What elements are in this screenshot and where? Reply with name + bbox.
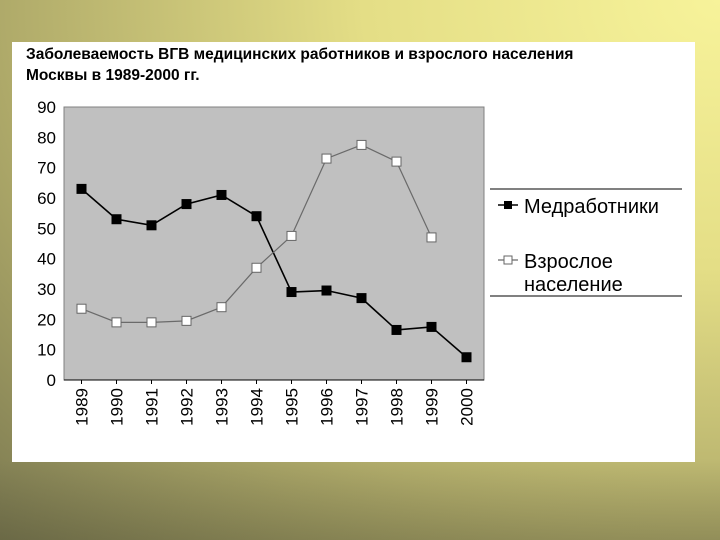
y-tick-label: 0 — [47, 371, 56, 390]
data-point-medworkers — [321, 285, 332, 296]
y-tick-label: 20 — [37, 310, 56, 329]
y-tick-label: 90 — [37, 98, 56, 117]
chart-card: Заболеваемость ВГВ медицинских работнико… — [12, 42, 695, 462]
y-tick-label: 60 — [37, 189, 56, 208]
data-point-adult-population — [391, 156, 402, 167]
data-point-medworkers — [181, 199, 192, 210]
data-point-adult-population — [216, 302, 227, 313]
legend-label-adult-population-line1: Взрослое — [524, 251, 613, 273]
data-point-adult-population — [251, 262, 262, 273]
x-tick-label: 1994 — [248, 388, 267, 426]
x-tick-label: 1990 — [108, 388, 127, 426]
y-tick-label: 70 — [37, 159, 56, 178]
line-chart: 0 10 20 30 40 50 60 70 80 90 1989 1990 1991 1992 1993 1… — [37, 98, 682, 426]
y-tick-label: 50 — [37, 219, 56, 238]
data-point-medworkers — [216, 189, 227, 200]
x-tick-label: 1995 — [283, 388, 302, 426]
legend-label-adult-population-line2: население — [524, 274, 623, 296]
chart-title-line-2: Москвы в 1989-2000 гг. — [26, 67, 200, 84]
data-point-medworkers — [391, 324, 402, 335]
data-point-medworkers — [356, 293, 367, 304]
data-point-medworkers — [111, 214, 122, 225]
plot-area — [63, 106, 485, 381]
x-tick-label: 1993 — [213, 388, 232, 426]
data-point-adult-population — [146, 317, 157, 328]
legend-label-medworkers: Медработники — [524, 196, 659, 218]
series-line-1 — [80, 188, 468, 358]
x-tick-label: 1999 — [423, 388, 442, 426]
legend-marker-adult-population — [503, 255, 513, 265]
chart-title-line-1: Заболеваемость ВГВ медицинских работнико… — [26, 46, 574, 63]
data-point-medworkers — [461, 352, 472, 363]
x-tick-label: 1998 — [388, 388, 407, 426]
chart-title: Заболеваемость ВГВ медицинских работнико… — [26, 44, 686, 86]
x-tick-label: 1997 — [353, 388, 372, 426]
data-point-medworkers — [251, 211, 262, 222]
slide-background-shade — [0, 460, 720, 540]
y-tick-label: 10 — [37, 341, 56, 360]
y-tick-label: 40 — [37, 250, 56, 269]
data-point-adult-population — [286, 230, 297, 241]
data-point-medworkers — [76, 183, 87, 194]
data-point-adult-population — [426, 232, 437, 243]
data-point-medworkers — [286, 287, 297, 298]
data-point-medworkers — [426, 321, 437, 332]
x-tick-label: 2000 — [458, 388, 477, 426]
x-tick-label: 1992 — [178, 388, 197, 426]
x-tick-label: 1991 — [143, 388, 162, 426]
x-tick-label: 1996 — [318, 388, 337, 426]
x-tick-label: 1989 — [73, 388, 92, 426]
y-tick-label: 80 — [37, 128, 56, 147]
data-point-adult-population — [321, 153, 332, 164]
data-point-adult-population — [76, 303, 87, 314]
data-point-medworkers — [146, 220, 157, 231]
y-tick-label: 30 — [37, 280, 56, 299]
data-point-adult-population — [356, 139, 367, 150]
data-point-adult-population — [111, 317, 122, 328]
legend-marker-medworkers — [504, 201, 512, 209]
data-point-adult-population — [181, 315, 192, 326]
